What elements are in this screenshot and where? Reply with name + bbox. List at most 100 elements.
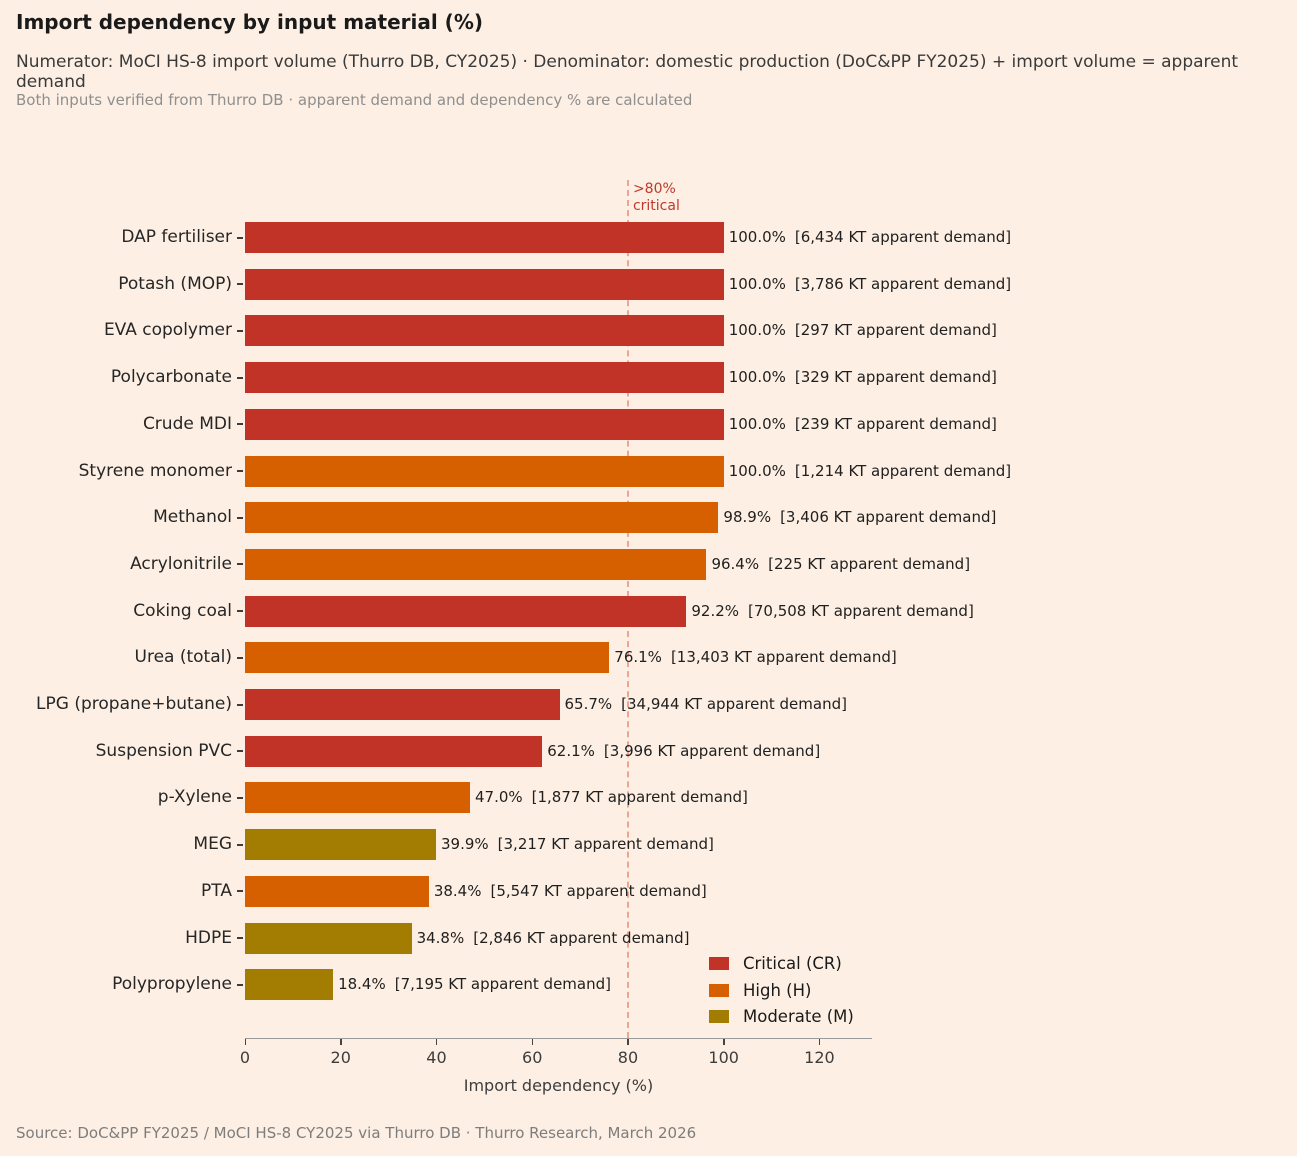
value-label: 47.0% [1,877 KT apparent demand] bbox=[475, 782, 748, 813]
x-tick-label: 120 bbox=[804, 1048, 835, 1067]
x-tick-label: 0 bbox=[239, 1048, 251, 1067]
value-demand: [34,944 KT apparent demand] bbox=[621, 695, 847, 713]
y-axis-label: Suspension PVC bbox=[95, 740, 232, 761]
bar bbox=[245, 268, 724, 300]
legend-swatch bbox=[709, 957, 729, 970]
value-demand: [225 KT apparent demand] bbox=[768, 554, 971, 573]
page-title: Import dependency by input material (%) bbox=[16, 10, 484, 34]
value-demand: [1,877 KT apparent demand] bbox=[531, 788, 748, 807]
y-tick-mark bbox=[237, 610, 243, 613]
legend-label: Moderate (M) bbox=[743, 1007, 854, 1027]
x-tick-mark bbox=[818, 1039, 821, 1045]
value-label: 34.8% [2,846 KT apparent demand] bbox=[417, 923, 690, 954]
value-pct: 100.0% bbox=[728, 321, 786, 340]
value-demand: [13,403 KT apparent demand] bbox=[670, 648, 897, 667]
value-pct: 100.0% bbox=[728, 274, 786, 293]
x-tick-mark bbox=[340, 1039, 342, 1045]
value-demand: [329 KT apparent demand] bbox=[794, 368, 997, 387]
legend-item: Moderate (M) bbox=[709, 1003, 854, 1030]
value-label: 100.0% [239 KT apparent demand] bbox=[729, 409, 997, 440]
value-demand: [6,434 KT apparent demand] bbox=[794, 228, 1012, 246]
x-tick-label: 100 bbox=[708, 1048, 739, 1067]
value-demand: [3,786 KT apparent demand] bbox=[794, 274, 1012, 293]
bar bbox=[245, 922, 412, 954]
bar bbox=[245, 502, 719, 534]
bar bbox=[245, 362, 724, 394]
value-pct: 100.0% bbox=[728, 368, 786, 387]
value-pct: 100.0% bbox=[728, 228, 786, 246]
value-demand: [3,217 KT apparent demand] bbox=[497, 835, 714, 854]
value-demand: [2,846 KT apparent demand] bbox=[473, 928, 690, 947]
y-axis-label: Polycarbonate bbox=[110, 367, 232, 388]
value-label: 62.1% [3,996 KT apparent demand] bbox=[547, 736, 820, 767]
x-tick-mark bbox=[723, 1039, 725, 1045]
bar bbox=[245, 875, 429, 907]
bar bbox=[245, 222, 724, 253]
y-axis-label: Methanol bbox=[153, 507, 232, 528]
bar bbox=[245, 642, 610, 674]
legend-label: High (H) bbox=[743, 980, 812, 1000]
y-axis-label: Urea (total) bbox=[134, 647, 232, 668]
x-tick-mark bbox=[244, 1039, 246, 1045]
value-label: 100.0% [1,214 KT apparent demand] bbox=[729, 456, 1011, 487]
value-label: 96.4% [225 KT apparent demand] bbox=[711, 549, 970, 580]
value-label: 38.4% [5,547 KT apparent demand] bbox=[434, 876, 707, 907]
value-pct: 39.9% bbox=[441, 835, 489, 854]
bar bbox=[245, 689, 560, 720]
y-axis-label: DAP fertiliser bbox=[121, 227, 232, 247]
value-pct: 92.2% bbox=[691, 601, 740, 620]
y-tick-mark bbox=[237, 516, 243, 519]
value-label: 100.0% [6,434 KT apparent demand] bbox=[729, 222, 1011, 253]
value-label: 100.0% [3,786 KT apparent demand] bbox=[729, 269, 1011, 300]
y-axis-label: LPG (propane+butane) bbox=[36, 694, 232, 714]
y-axis-label: p-Xylene bbox=[157, 787, 232, 808]
value-demand: [70,508 KT apparent demand] bbox=[748, 601, 974, 620]
value-pct: 34.8% bbox=[416, 928, 465, 947]
bar bbox=[245, 408, 724, 440]
chart-note: Both inputs verified from Thurro DB · ap… bbox=[16, 91, 693, 109]
value-demand: [3,996 KT apparent demand] bbox=[603, 741, 821, 760]
y-tick-mark bbox=[237, 376, 243, 379]
bar bbox=[245, 315, 724, 347]
plot-area: Import dependency (%) >80% critical DAP f… bbox=[36, 180, 1011, 1095]
y-tick-mark bbox=[237, 470, 243, 472]
x-axis-spine bbox=[245, 1038, 872, 1039]
value-demand: [3,406 KT apparent demand] bbox=[780, 508, 997, 527]
y-tick-mark bbox=[237, 937, 243, 939]
source-note: Source: DoC&PP FY2025 / MoCI HS-8 CY2025… bbox=[16, 1124, 697, 1142]
y-tick-mark bbox=[237, 796, 243, 799]
value-pct: 62.1% bbox=[547, 741, 595, 760]
y-axis-label: Crude MDI bbox=[142, 413, 232, 434]
y-axis-label: Styrene monomer bbox=[78, 460, 232, 481]
y-axis-label: PTA bbox=[201, 880, 232, 901]
value-pct: 38.4% bbox=[433, 881, 482, 900]
y-axis-label: MEG bbox=[193, 834, 232, 855]
value-label: 100.0% [297 KT apparent demand] bbox=[729, 315, 997, 346]
value-pct: 47.0% bbox=[474, 788, 523, 807]
legend-label: Critical (CR) bbox=[743, 954, 842, 973]
value-label: 92.2% [70,508 KT apparent demand] bbox=[691, 596, 973, 627]
x-tick-label: 60 bbox=[522, 1048, 543, 1067]
value-pct: 100.0% bbox=[728, 414, 786, 433]
y-tick-mark bbox=[237, 283, 243, 286]
bar bbox=[245, 595, 687, 627]
y-tick-mark bbox=[237, 890, 243, 893]
chart-subtitle: Numerator: MoCI HS-8 import volume (Thur… bbox=[16, 52, 1239, 92]
x-tick-mark bbox=[531, 1039, 534, 1045]
bar bbox=[245, 969, 334, 1001]
y-tick-mark bbox=[237, 563, 243, 566]
legend-swatch bbox=[709, 1010, 729, 1024]
x-tick-label: 40 bbox=[426, 1048, 447, 1067]
threshold-annotation: >80% critical bbox=[632, 181, 680, 214]
value-demand: [7,195 KT apparent demand] bbox=[394, 975, 611, 994]
x-tick-mark bbox=[435, 1039, 438, 1045]
x-tick-mark bbox=[627, 1039, 629, 1045]
y-axis-label: Coking coal bbox=[133, 600, 232, 621]
value-pct: 18.4% bbox=[338, 975, 386, 994]
bar bbox=[245, 782, 470, 814]
legend-item: High (H) bbox=[709, 977, 811, 1004]
bar bbox=[245, 735, 543, 767]
y-axis-label: Polypropylene bbox=[112, 974, 232, 995]
y-axis-label: EVA copolymer bbox=[103, 320, 232, 341]
y-tick-mark bbox=[237, 750, 243, 753]
